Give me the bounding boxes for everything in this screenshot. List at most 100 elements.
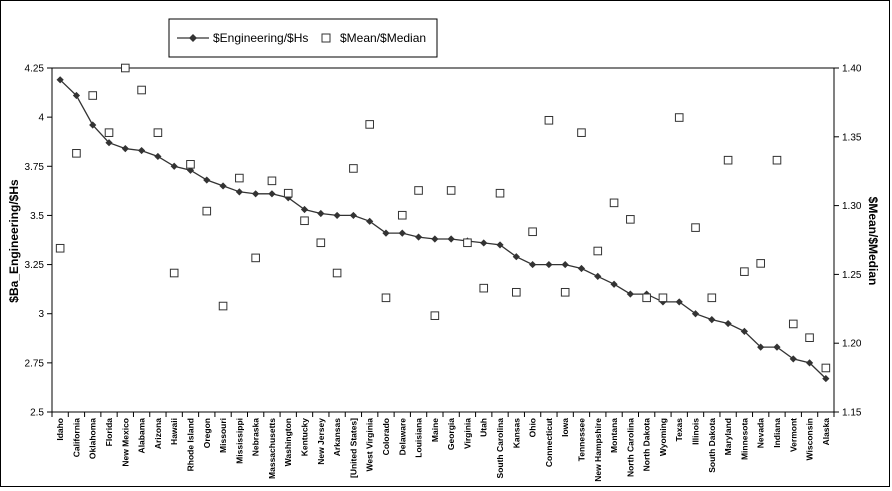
x-category-label: Nebraska — [251, 418, 261, 457]
data-point-mean-median — [512, 287, 521, 297]
data-point-engineering — [512, 253, 520, 261]
data-point-mean-median — [251, 253, 260, 263]
data-point-mean-median — [479, 283, 489, 293]
data-point-engineering — [822, 374, 830, 383]
data-point-mean-median — [707, 293, 717, 303]
x-category-label: Kansas — [511, 418, 521, 449]
y-axis-title: $Ba_Engineering/$Hs — [7, 179, 21, 303]
data-point-engineering — [577, 264, 586, 273]
data-point-engineering — [317, 209, 325, 218]
data-point-mean-median — [658, 293, 668, 303]
data-point-engineering — [56, 76, 64, 84]
x-category-label: Iowa — [560, 418, 570, 437]
data-point-engineering — [121, 144, 129, 153]
x-category-label: Wisconsin — [805, 418, 815, 460]
data-point-engineering — [740, 327, 748, 336]
data-point-engineering — [545, 260, 553, 269]
data-point-mean-median — [495, 188, 505, 198]
legend-marker-mean-median — [321, 33, 331, 43]
data-point-engineering — [72, 91, 81, 100]
y-tick-label: 3.5 — [30, 211, 44, 222]
y2-tick-label: 1.15 — [842, 408, 862, 419]
x-category-label: New Mexico — [120, 418, 130, 467]
y2-axis-title: $Mean/$Median — [866, 197, 880, 286]
data-point-mean-median — [772, 155, 782, 165]
x-category-label: Kentucky — [300, 418, 310, 457]
x-category-label: Colorado — [381, 418, 391, 455]
data-point-engineering — [252, 190, 260, 198]
data-point-engineering — [170, 162, 178, 170]
data-point-mean-median — [805, 333, 814, 342]
data-point-mean-median — [365, 120, 374, 129]
data-point-mean-median — [332, 268, 342, 278]
data-point-mean-median — [723, 155, 733, 165]
data-point-engineering — [300, 205, 309, 214]
x-category-label: Georgia — [446, 418, 456, 450]
x-category-label: New Jersey — [316, 418, 326, 465]
y2-tick-label: 1.25 — [842, 270, 862, 281]
data-point-engineering — [496, 241, 504, 249]
data-point-mean-median — [72, 149, 81, 158]
data-point-mean-median — [283, 188, 293, 198]
x-category-label: Utah — [479, 418, 489, 437]
data-point-mean-median — [349, 164, 358, 173]
x-category-label: Nevada — [756, 418, 766, 449]
data-point-engineering — [773, 343, 781, 351]
legend-marker-engineering — [189, 34, 197, 42]
data-point-engineering — [219, 182, 227, 190]
data-point-engineering — [235, 188, 243, 196]
x-category-label: New Hampshire — [593, 418, 603, 482]
x-category-label: Virginia — [462, 418, 472, 449]
data-point-mean-median — [593, 246, 603, 256]
x-category-label: Missouri — [218, 418, 228, 453]
x-category-label: Illinois — [691, 418, 701, 445]
data-point-engineering — [626, 290, 634, 298]
x-category-label: Ohio — [528, 418, 538, 437]
data-point-engineering — [675, 298, 683, 306]
x-category-label: North Carolina — [625, 418, 635, 477]
data-point-engineering — [447, 235, 455, 243]
y-tick-label: 4 — [38, 113, 44, 124]
y2-tick-label: 1.20 — [842, 339, 862, 350]
data-point-mean-median — [153, 128, 163, 137]
x-category-label: Indiana — [772, 418, 782, 448]
data-point-mean-median — [430, 311, 440, 320]
data-point-engineering — [561, 260, 569, 269]
data-point-mean-median — [544, 115, 554, 125]
x-category-label: West Virginia — [365, 418, 375, 472]
data-point-mean-median — [414, 186, 423, 195]
data-point-mean-median — [674, 113, 684, 122]
data-point-engineering — [268, 190, 276, 198]
data-point-engineering — [414, 233, 423, 241]
data-point-engineering — [382, 229, 390, 237]
data-point-engineering — [138, 146, 146, 155]
legend: $Engineering/$Hs $Mean/$Median — [168, 18, 438, 58]
y-tick-label: 3.25 — [25, 260, 45, 271]
data-point-mean-median — [609, 198, 619, 208]
y-tick-label: 3 — [38, 309, 44, 320]
y-tick-label: 2.5 — [30, 408, 44, 419]
data-point-mean-median — [137, 85, 146, 95]
x-category-label: Vermont — [788, 418, 798, 452]
x-category-label: Oregon — [202, 418, 212, 448]
x-category-label: Delaware — [397, 418, 407, 456]
data-point-engineering — [610, 280, 618, 288]
data-point-mean-median — [316, 238, 326, 248]
data-point-engineering — [480, 239, 488, 247]
x-category-label: Alaska — [821, 418, 831, 446]
x-category-label: Maryland — [723, 418, 733, 455]
x-category-label: South Dakota — [707, 418, 717, 473]
data-point-mean-median — [626, 215, 635, 224]
data-point-mean-median — [169, 268, 179, 278]
data-point-mean-median — [397, 210, 407, 220]
data-point-mean-median — [300, 216, 309, 226]
data-point-mean-median — [381, 293, 391, 303]
data-point-engineering — [89, 121, 97, 129]
x-category-label: Connecticut — [544, 418, 554, 467]
data-point-engineering — [529, 260, 537, 269]
data-point-mean-median — [267, 176, 277, 186]
data-point-mean-median — [691, 223, 700, 232]
data-point-engineering — [594, 272, 602, 280]
x-category-label: Mississippi — [234, 418, 244, 464]
